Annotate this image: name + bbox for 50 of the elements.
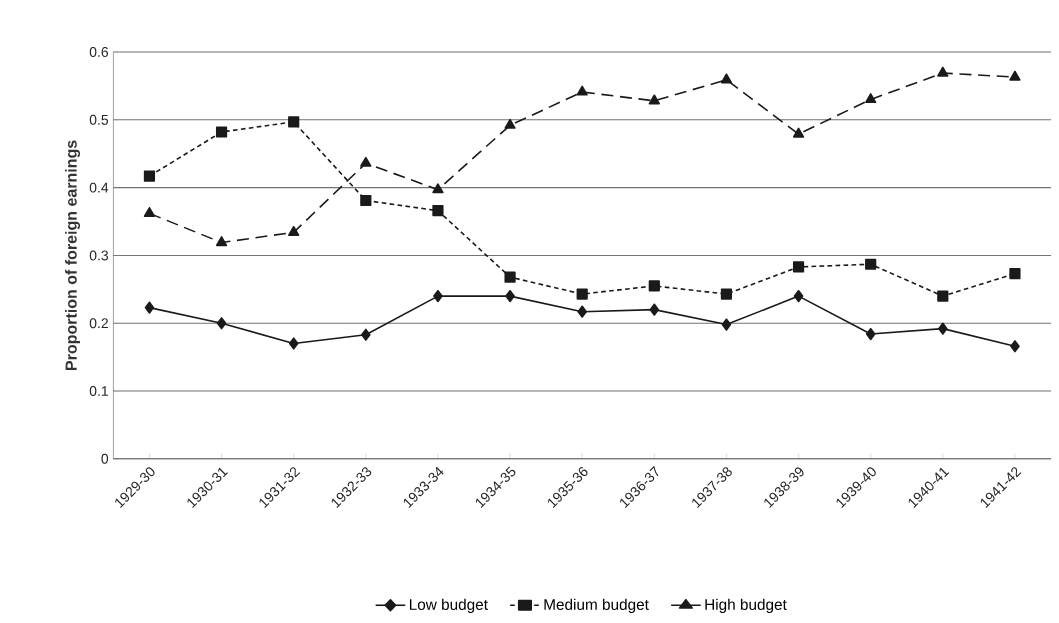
point <box>1010 340 1020 353</box>
point <box>792 261 805 273</box>
point <box>1009 70 1021 81</box>
legend-label: High budget <box>705 598 787 614</box>
point <box>288 226 300 237</box>
point <box>865 327 876 341</box>
point <box>143 207 156 218</box>
legend-label: Medium budget <box>544 598 649 614</box>
point <box>216 317 227 330</box>
point <box>288 337 299 350</box>
legend-label: Low budget <box>409 598 488 614</box>
point <box>648 94 660 105</box>
point <box>792 127 805 138</box>
point <box>576 85 588 96</box>
point <box>143 170 156 182</box>
point <box>215 126 228 138</box>
y-tick-label: 0.3 <box>89 250 109 261</box>
point <box>576 288 588 300</box>
point <box>937 66 949 77</box>
point <box>215 236 228 247</box>
point <box>648 280 660 292</box>
point <box>1009 268 1021 280</box>
point <box>721 318 732 331</box>
point <box>577 305 587 318</box>
point <box>504 271 516 283</box>
y-tick-label: 0.2 <box>89 318 108 329</box>
y-tick-label: 0 <box>101 453 109 464</box>
point <box>938 322 948 335</box>
point <box>144 301 155 314</box>
point <box>865 93 877 104</box>
point <box>793 290 804 303</box>
point <box>505 290 515 303</box>
point <box>433 290 443 303</box>
point <box>865 258 877 270</box>
point <box>720 73 733 84</box>
point <box>432 205 444 217</box>
point <box>288 116 300 128</box>
point <box>360 194 372 207</box>
point <box>432 183 444 194</box>
y-tick-label: 0.4 <box>89 182 109 193</box>
point <box>720 288 733 300</box>
y-axis-title: Proportion of foreign earnings <box>65 140 81 370</box>
y-tick-label: 0.6 <box>89 47 109 58</box>
point <box>649 303 660 316</box>
point <box>937 290 949 302</box>
point <box>361 328 371 341</box>
point <box>504 118 516 129</box>
point <box>360 156 372 167</box>
y-tick-label: 0.1 <box>89 386 108 397</box>
y-tick-label: 0.5 <box>89 114 109 125</box>
